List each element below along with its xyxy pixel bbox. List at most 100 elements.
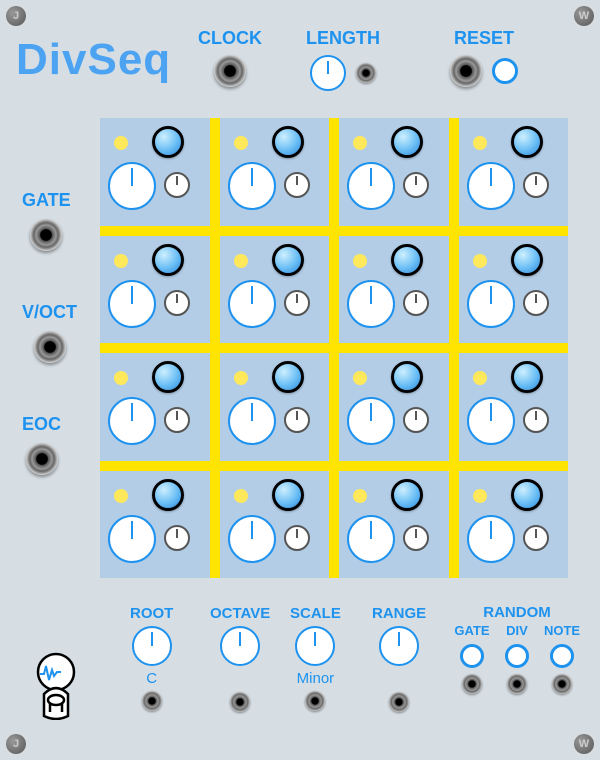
step-led [114,489,128,503]
step-gate-knob[interactable] [152,126,184,158]
range-knob[interactable] [379,626,419,666]
step-note-knob[interactable] [347,280,395,328]
length-jack[interactable] [356,63,376,83]
random-gate-button[interactable] [460,644,484,668]
step-div-knob[interactable] [284,525,310,551]
screw-bottom-left: J [6,734,26,754]
step-cell [339,353,449,461]
step-note-knob[interactable] [347,397,395,445]
step-div-knob[interactable] [164,172,190,198]
step-div-knob[interactable] [164,290,190,316]
step-div-knob[interactable] [523,525,549,551]
step-note-knob[interactable] [347,515,395,563]
step-gate-knob[interactable] [391,244,423,276]
step-note-knob[interactable] [467,515,515,563]
step-led [353,136,367,150]
step-cell [220,118,330,226]
step-div-knob[interactable] [164,407,190,433]
step-note-knob[interactable] [228,397,276,445]
step-gate-knob[interactable] [272,479,304,511]
scale-knob[interactable] [295,626,335,666]
length-knob[interactable] [310,55,346,91]
step-div-knob[interactable] [523,290,549,316]
step-cell [220,236,330,344]
step-note-knob[interactable] [467,280,515,328]
random-col-label: DIV [506,623,528,638]
root-label: ROOT [130,605,173,622]
step-gate-knob[interactable] [272,361,304,393]
step-gate-knob[interactable] [511,126,543,158]
screw-top-right: W [574,6,594,26]
octave-knob[interactable] [220,626,260,666]
step-gate-knob[interactable] [511,479,543,511]
step-cell [100,236,210,344]
random-note-button[interactable] [550,644,574,668]
range-label: RANGE [372,605,426,622]
step-gate-knob[interactable] [152,244,184,276]
step-gate-knob[interactable] [152,479,184,511]
random-note-jack[interactable] [552,674,572,694]
step-cell [459,118,569,226]
step-note-knob[interactable] [108,515,156,563]
step-div-knob[interactable] [403,407,429,433]
step-cell [220,353,330,461]
step-div-knob[interactable] [523,172,549,198]
step-gate-knob[interactable] [391,126,423,158]
voct-jack[interactable] [34,331,66,363]
step-led [234,371,248,385]
step-note-knob[interactable] [467,162,515,210]
step-note-knob[interactable] [467,397,515,445]
reset-button[interactable] [492,58,518,84]
step-led [473,371,487,385]
step-led [114,254,128,268]
step-gate-knob[interactable] [391,361,423,393]
root-knob[interactable] [132,626,172,666]
step-gate-knob[interactable] [511,244,543,276]
step-gate-knob[interactable] [152,361,184,393]
random-section: RANDOM GATEDIVNOTE [452,604,582,694]
scale-jack[interactable] [305,691,325,711]
step-note-knob[interactable] [347,162,395,210]
step-gate-knob[interactable] [511,361,543,393]
step-led [473,254,487,268]
step-div-knob[interactable] [284,407,310,433]
step-cell [459,353,569,461]
step-led [353,371,367,385]
step-note-knob[interactable] [108,162,156,210]
step-note-knob[interactable] [228,162,276,210]
step-led [114,136,128,150]
step-cell [459,236,569,344]
step-div-knob[interactable] [403,290,429,316]
step-gate-knob[interactable] [272,244,304,276]
reset-jack[interactable] [450,55,482,87]
step-gate-knob[interactable] [272,126,304,158]
step-led [353,489,367,503]
root-jack[interactable] [142,691,162,711]
random-gate-jack[interactable] [462,674,482,694]
step-div-knob[interactable] [164,525,190,551]
step-gate-knob[interactable] [391,479,423,511]
random-div-button[interactable] [505,644,529,668]
step-div-knob[interactable] [284,290,310,316]
range-jack[interactable] [389,692,409,712]
step-div-knob[interactable] [523,407,549,433]
step-note-knob[interactable] [228,515,276,563]
step-note-knob[interactable] [228,280,276,328]
step-note-knob[interactable] [108,397,156,445]
step-cell [100,353,210,461]
octave-label: OCTAVE [210,605,270,622]
voct-label: V/OCT [22,302,77,323]
octave-jack[interactable] [230,692,250,712]
clock-jack[interactable] [214,55,246,87]
random-div-jack[interactable] [507,674,527,694]
step-div-knob[interactable] [284,172,310,198]
step-note-knob[interactable] [108,280,156,328]
step-div-knob[interactable] [403,172,429,198]
step-cell [339,471,449,579]
step-led [473,136,487,150]
screw-top-left: J [6,6,26,26]
gate-jack[interactable] [30,219,62,251]
clock-label: CLOCK [198,28,262,49]
eoc-jack[interactable] [26,443,58,475]
step-div-knob[interactable] [403,525,429,551]
